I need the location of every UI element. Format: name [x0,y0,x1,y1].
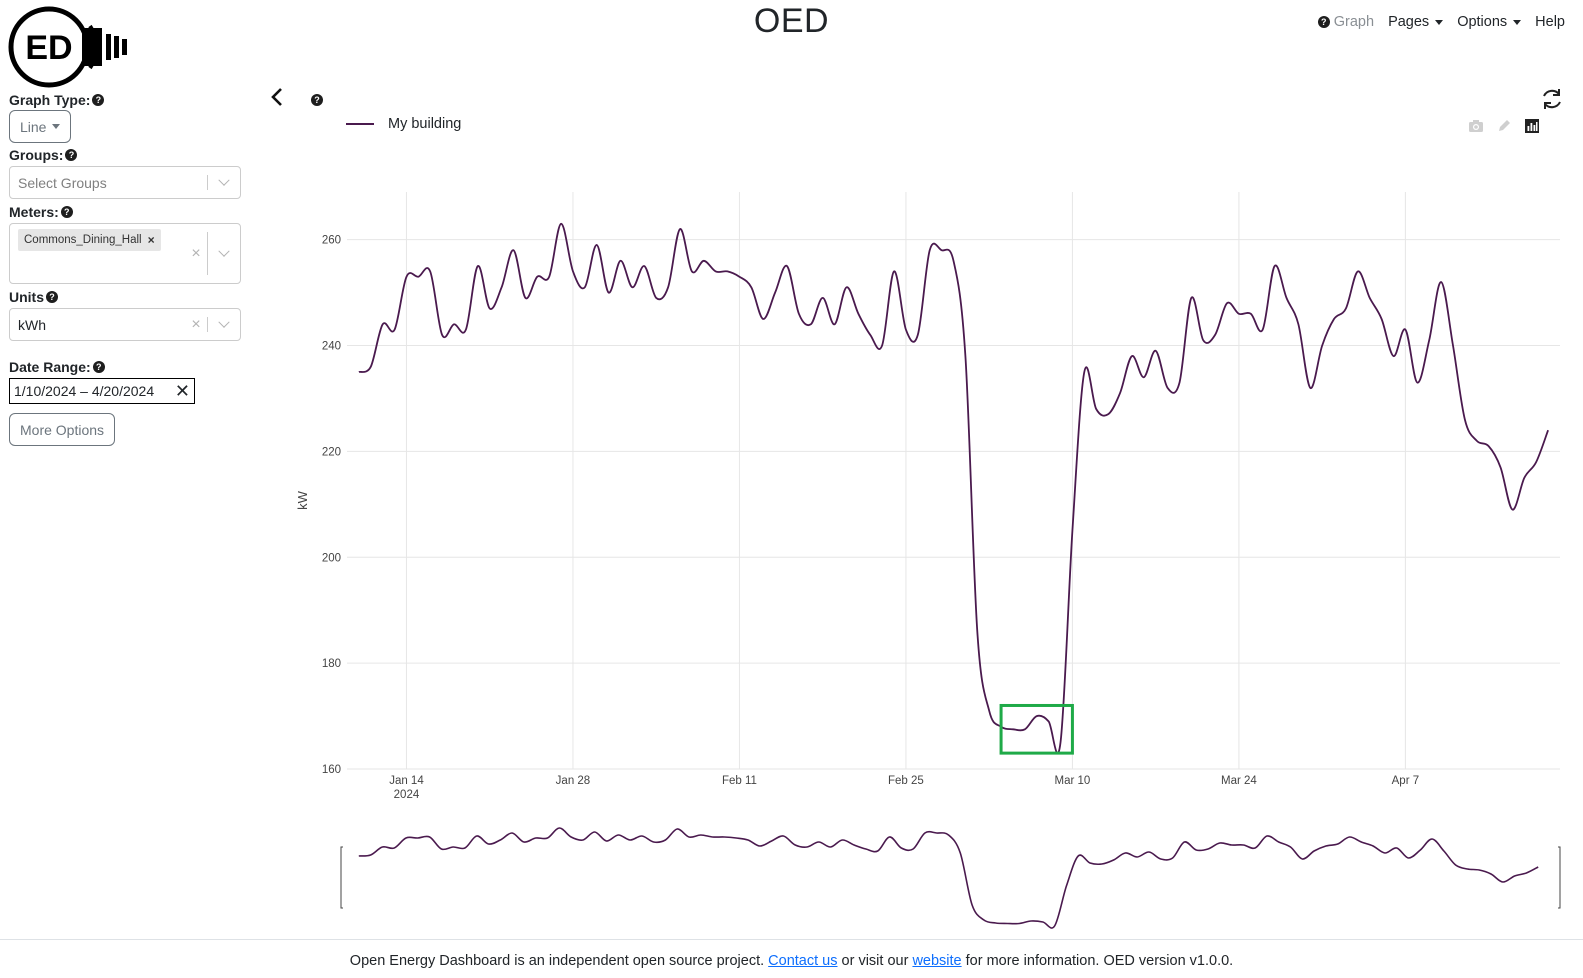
meters-label: Meters: ? [9,204,244,220]
x-tick-label: Mar 24 [1221,775,1257,787]
help-circle-icon[interactable]: ? [92,361,105,373]
units-select[interactable]: kWh × [9,308,241,341]
nav-graph[interactable]: ? Graph [1317,14,1375,30]
footer-text-3: for more information. OED version v1.0.0… [961,953,1234,969]
bar-chart-icon[interactable] [1524,118,1540,134]
caret-down-icon [1435,19,1444,25]
x-tick-sublabel: 2024 [394,789,420,801]
caret-down-icon [1513,19,1522,25]
page-title: OED [753,2,830,40]
units-value: kWh [18,316,46,333]
top-nav: ? Graph Pages Options Help [1317,14,1565,30]
x-tick-label: Feb 25 [888,775,924,787]
footer-text-1: Open Energy Dashboard is an independent … [349,953,769,969]
nav-help-link[interactable]: Help [1535,14,1565,30]
meters-label-text: Meters: [9,204,59,220]
x-tick-label: Jan 14 [389,775,424,787]
units-label-text: Units [9,289,44,305]
pencil-icon[interactable] [1496,118,1512,134]
range-slider-handle-left [340,846,343,909]
nav-options-label: Options [1457,14,1508,30]
meter-chip-label: Commons_Dining_Hall [24,234,142,246]
x-tick-label: Mar 10 [1055,775,1091,787]
legend-line-swatch [346,123,374,125]
camera-icon[interactable] [1468,118,1484,134]
y-tick-label: 240 [322,341,341,353]
y-tick-label: 160 [322,764,341,776]
y-tick-label: 200 [322,552,341,564]
graph-type-label-text: Graph Type: [9,92,91,108]
series-line [358,222,1549,754]
graph-type-dropdown[interactable]: Line [9,110,72,143]
y-tick-label: 220 [322,446,341,458]
y-tick-label: 180 [322,658,341,670]
date-range-value: 1/10/2024 – 4/20/2024 [14,383,155,399]
chart-modebar [1468,118,1540,134]
graph-type-label: Graph Type: ? [9,92,244,108]
more-options-label: More Options [20,421,105,438]
nav-pages-label: Pages [1388,14,1430,30]
nav-help-label: Help [1535,14,1565,30]
groups-label-text: Groups: [9,147,64,163]
x-tick-label: Feb 11 [722,775,757,787]
caret-down-icon [52,124,61,129]
help-circle-icon[interactable]: ? [60,206,73,218]
meters-dropdown-indicator[interactable] [208,224,240,283]
footer: Open Energy Dashboard is an independent … [0,939,1583,978]
units-dropdown-indicator[interactable] [208,309,240,340]
date-range-label: Date Range: ? [9,359,244,375]
help-circle-icon: ? [1317,16,1330,28]
website-link[interactable]: website [912,953,962,969]
y-tick-label: 260 [322,235,341,247]
graph-type-value: Line [20,118,47,135]
x-tick-label: Jan 28 [556,775,591,787]
units-label: Units ? [9,289,244,305]
logo-text: ED [25,29,72,67]
clear-meters-icon[interactable]: × [191,244,201,262]
groups-placeholder: Select Groups [18,174,107,191]
oed-logo: ED [8,6,127,88]
groups-label: Groups: ? [9,147,244,163]
y-axis-title: kW [295,490,310,510]
chevron-down-icon [218,245,230,257]
meters-select[interactable]: Commons_Dining_Hall × × [9,223,241,284]
help-circle-icon[interactable]: ? [92,94,105,106]
date-range-input[interactable]: 1/10/2024 – 4/20/2024 ✕ [9,378,195,404]
range-slider-handle-right [1558,846,1561,909]
app-title-row: OED [0,0,1583,42]
sidebar: Graph Type: ? Line Groups: ? Select Grou… [9,92,244,446]
nav-graph-label: Graph [1333,14,1375,30]
clear-units-icon[interactable]: × [191,315,201,333]
clear-date-icon[interactable]: ✕ [174,381,190,401]
more-options-button[interactable]: More Options [9,413,116,446]
groups-select[interactable]: Select Groups [9,166,241,199]
meter-chip: Commons_Dining_Hall × [18,229,161,251]
contact-us-link[interactable]: Contact us [768,953,838,969]
range-slider-line [358,827,1539,929]
nav-options-dropdown[interactable]: Options [1457,14,1522,30]
groups-dropdown-indicator[interactable] [208,167,240,198]
help-circle-icon[interactable]: ? [65,149,78,161]
chevron-left-icon[interactable] [268,86,286,108]
help-circle-icon[interactable]: ? [311,94,323,106]
refresh-icon[interactable] [1539,86,1565,112]
date-range-label-text: Date Range: [9,359,91,375]
chart-legend[interactable]: My building [346,116,461,132]
nav-pages-dropdown[interactable]: Pages [1388,14,1444,30]
help-circle-icon[interactable]: ? [46,291,58,303]
chevron-down-icon [218,174,230,186]
x-tick-label: Apr 7 [1392,775,1420,787]
chevron-down-icon [218,316,230,328]
highlight-box [999,703,1074,755]
footer-text-2: or visit our [837,953,913,969]
remove-meter-icon[interactable]: × [147,233,155,247]
legend-label: My building [388,116,462,132]
